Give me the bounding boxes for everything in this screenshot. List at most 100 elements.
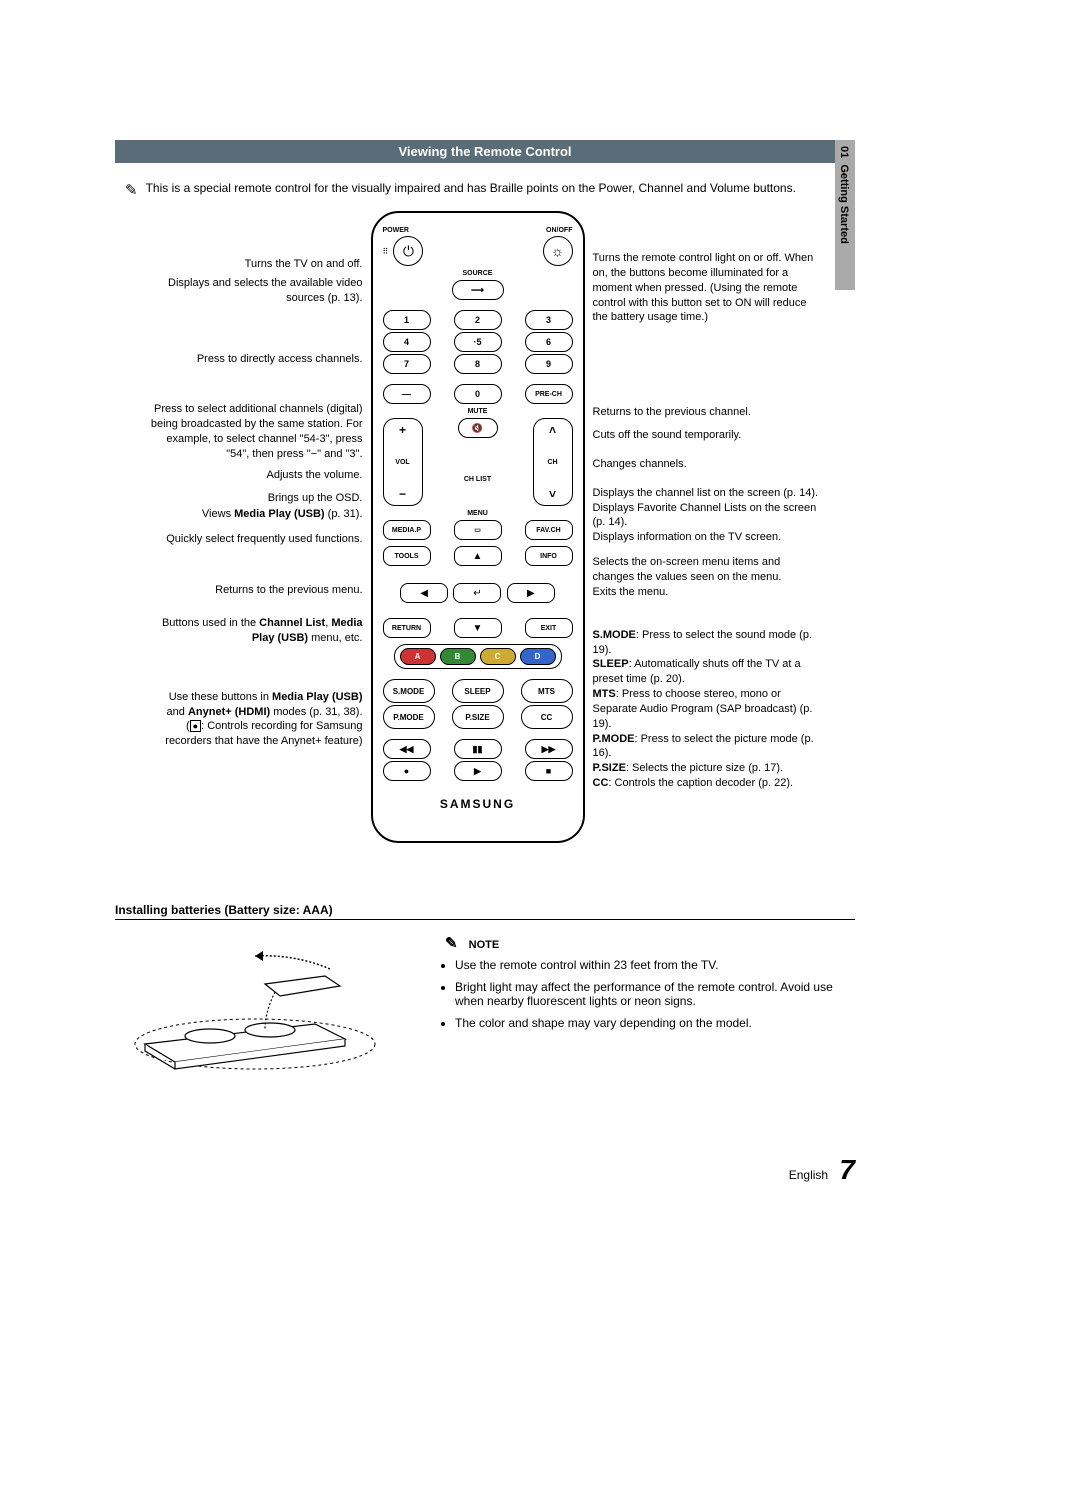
- dpad-right[interactable]: ▶: [507, 583, 555, 603]
- color-c-button[interactable]: C: [480, 648, 516, 665]
- note-item: Bright light may affect the performance …: [455, 980, 855, 1008]
- num-4[interactable]: 4: [383, 332, 431, 352]
- chapter-title: Getting Started: [838, 164, 850, 243]
- pause-button[interactable]: ▮▮: [454, 739, 502, 759]
- color-a-button[interactable]: A: [400, 648, 436, 665]
- smode-button[interactable]: S.MODE: [383, 679, 435, 703]
- note-item: Use the remote control within 23 feet fr…: [455, 958, 855, 972]
- label-return: Returns to the previous menu.: [148, 583, 363, 598]
- ch-label: CH: [547, 459, 557, 466]
- rewind-button[interactable]: ◀◀: [383, 739, 431, 759]
- mediap-button[interactable]: MEDIA.P: [383, 520, 431, 540]
- source-label: SOURCE: [383, 270, 573, 277]
- pmode-button[interactable]: P.MODE: [383, 705, 435, 729]
- brand-logo: SAMSUNG: [440, 797, 515, 811]
- label-mediap: Views Media Play (USB) (p. 31).: [148, 507, 363, 522]
- dpad-down[interactable]: ▼: [454, 618, 502, 638]
- cc-button[interactable]: CC: [521, 705, 573, 729]
- menu-label: MENU: [383, 510, 573, 517]
- return-button[interactable]: RETURN: [383, 618, 431, 638]
- label-modes: S.MODE: Press to select the sound mode (…: [593, 628, 823, 791]
- info-button[interactable]: INFO: [525, 546, 573, 566]
- label-vol: Adjusts the volume.: [148, 468, 363, 483]
- note-heading: NOTE: [469, 939, 500, 951]
- label-ch: Changes channels.: [593, 457, 823, 472]
- sleep-button[interactable]: SLEEP: [452, 679, 504, 703]
- label-prech: Returns to the previous channel.: [593, 405, 823, 420]
- mts-button[interactable]: MTS: [521, 679, 573, 703]
- power-button[interactable]: ⏻: [393, 236, 423, 266]
- dpad-up[interactable]: ▲: [454, 546, 502, 566]
- num-6[interactable]: 6: [525, 332, 573, 352]
- num-0[interactable]: 0: [454, 384, 502, 404]
- light-button[interactable]: ☼: [543, 236, 573, 266]
- source-button[interactable]: ⟶: [452, 280, 504, 300]
- num-5[interactable]: ·5: [454, 332, 502, 352]
- color-d-button[interactable]: D: [520, 648, 556, 665]
- onoff-label: ON/OFF: [546, 227, 572, 234]
- page-footer: English 7: [115, 1154, 855, 1186]
- note-column: ✎ NOTE Use the remote control within 23 …: [435, 934, 855, 1084]
- footer-lang: English: [789, 1168, 828, 1182]
- remote-diagram: Turns the TV on and off. Displays and se…: [115, 211, 855, 843]
- favch-button[interactable]: FAV.CH: [525, 520, 573, 540]
- record-button[interactable]: ●: [383, 761, 431, 781]
- vol-label: VOL: [395, 459, 409, 466]
- label-colors: Buttons used in the Channel List, Media …: [148, 616, 363, 646]
- prech-button[interactable]: PRE-CH: [525, 384, 573, 404]
- label-power: Turns the TV on and off.: [148, 257, 363, 272]
- chlist-label: CH LIST: [458, 476, 498, 483]
- intro-text: This is a special remote control for the…: [146, 181, 796, 199]
- label-exit: Exits the menu.: [593, 585, 823, 600]
- enter-button[interactable]: ↵: [453, 583, 501, 603]
- vol-up-icon: +: [399, 423, 406, 437]
- menu-button[interactable]: ▭: [454, 520, 502, 540]
- exit-button[interactable]: EXIT: [525, 618, 573, 638]
- tools-button[interactable]: TOOLS: [383, 546, 431, 566]
- ch-down-icon: ˅: [549, 487, 556, 501]
- chapter-number: 01: [838, 146, 850, 158]
- stop-button[interactable]: ■: [525, 761, 573, 781]
- hand-icon: ✎: [445, 935, 458, 952]
- num-1[interactable]: 1: [383, 310, 431, 330]
- label-menu: Brings up the OSD.: [148, 491, 363, 506]
- label-onoff: Turns the remote control light on or off…: [593, 251, 823, 325]
- psize-button[interactable]: P.SIZE: [452, 705, 504, 729]
- page-number: 7: [839, 1154, 855, 1185]
- num-3[interactable]: 3: [525, 310, 573, 330]
- num-2[interactable]: 2: [454, 310, 502, 330]
- right-callouts: Turns the remote control light on or off…: [593, 211, 823, 843]
- dash-button[interactable]: —: [383, 384, 431, 404]
- mute-label: MUTE: [383, 408, 573, 415]
- hand-icon: ✎: [125, 181, 138, 199]
- label-info: Displays information on the TV screen.: [593, 530, 823, 545]
- intro-note: ✎ This is a special remote control for t…: [115, 181, 855, 199]
- power-label: POWER: [383, 227, 409, 234]
- volume-rocker[interactable]: + VOL −: [383, 418, 423, 506]
- label-chlist: Displays the channel list on the screen …: [593, 486, 823, 501]
- dpad-left[interactable]: ◀: [400, 583, 448, 603]
- mute-button[interactable]: 🔇: [458, 418, 498, 438]
- channel-rocker[interactable]: ˄ CH ˅: [533, 418, 573, 506]
- num-7[interactable]: 7: [383, 354, 431, 374]
- braille-dots-power: ⠿: [383, 247, 388, 256]
- remote-body: POWER ON/OFF ⠿ ⏻ ☼ SOURCE ⟶ 1 2 3 4 ·5 6 7 8 9…: [371, 211, 585, 843]
- ffwd-button[interactable]: ▶▶: [525, 739, 573, 759]
- ch-up-icon: ˄: [549, 423, 556, 437]
- label-dpad: Selects the on-screen menu items and cha…: [593, 555, 823, 585]
- left-callouts: Turns the TV on and off. Displays and se…: [148, 211, 363, 843]
- section-title: Viewing the Remote Control: [398, 144, 571, 159]
- num-8[interactable]: 8: [454, 354, 502, 374]
- label-tools: Quickly select frequently used functions…: [148, 532, 363, 547]
- num-9[interactable]: 9: [525, 354, 573, 374]
- label-mute: Cuts off the sound temporarily.: [593, 428, 823, 443]
- chapter-side-tab: 01 Getting Started: [835, 140, 855, 290]
- label-transport: Use these buttons in Media Play (USB) an…: [148, 690, 363, 749]
- color-b-button[interactable]: B: [440, 648, 476, 665]
- vol-down-icon: −: [399, 487, 406, 501]
- note-item: The color and shape may vary depending o…: [455, 1016, 855, 1030]
- play-button[interactable]: ▶: [454, 761, 502, 781]
- color-buttons-row: A B C D: [394, 644, 562, 669]
- label-source: Displays and selects the available video…: [148, 276, 363, 306]
- section-title-bar: Viewing the Remote Control: [115, 140, 855, 163]
